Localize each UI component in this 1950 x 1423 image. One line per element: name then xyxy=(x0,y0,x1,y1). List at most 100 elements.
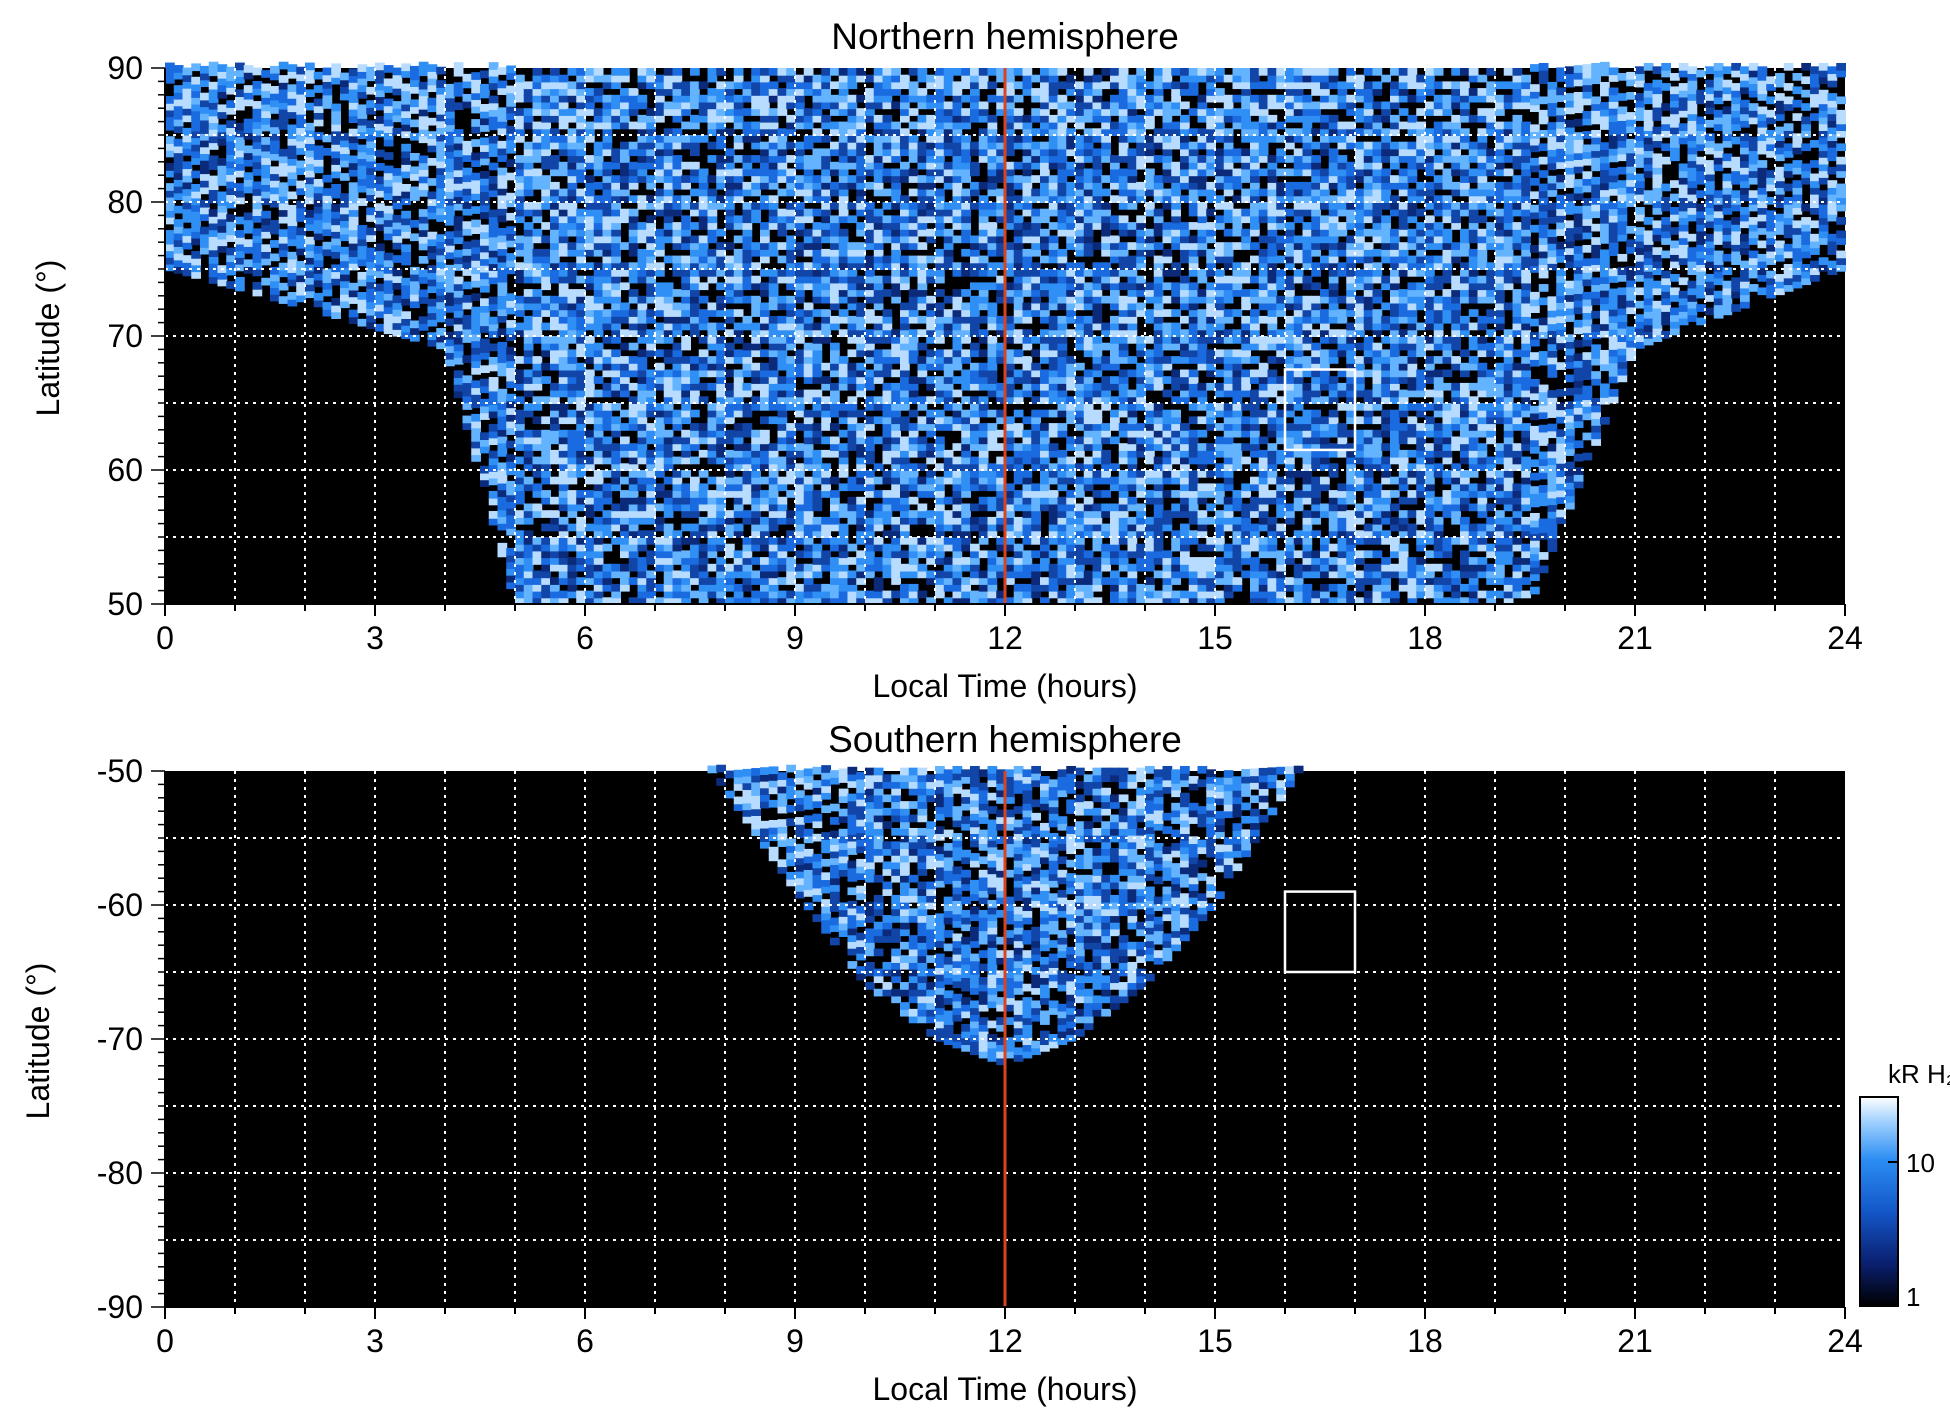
north-emission-cell xyxy=(795,503,805,512)
north-emission-cell xyxy=(620,282,630,291)
north-emission-cell xyxy=(576,490,586,498)
north-emission-cell xyxy=(812,242,823,250)
north-emission-cell xyxy=(935,121,945,130)
north-emission-cell xyxy=(235,250,245,258)
north-emission-cell xyxy=(768,222,779,230)
north-emission-cell xyxy=(663,74,674,83)
north-emission-cell xyxy=(821,121,831,130)
north-emission-cell xyxy=(1013,114,1024,123)
north-emission-cell xyxy=(471,92,481,100)
north-emission-cell xyxy=(987,590,998,599)
north-emission-cell xyxy=(926,543,936,552)
north-emission-cell xyxy=(532,456,543,465)
north-emission-cell xyxy=(585,161,595,170)
north-emission-cell xyxy=(821,81,831,90)
north-emission-cell xyxy=(567,510,578,518)
north-emission-cell xyxy=(917,329,928,337)
north-emission-cell xyxy=(576,543,586,552)
north-emission-cell xyxy=(812,403,823,411)
north-emission-cell xyxy=(558,289,569,297)
north-emission-cell xyxy=(602,570,613,579)
north-emission-cell xyxy=(182,261,193,270)
north-emission-cell xyxy=(497,87,508,95)
north-emission-cell xyxy=(410,99,420,108)
north-emission-cell xyxy=(690,262,700,270)
north-emission-cell xyxy=(611,181,621,190)
north-emission-cell xyxy=(366,287,376,296)
north-emission-cell xyxy=(795,175,805,183)
north-emission-cell xyxy=(593,161,604,170)
north-emission-cell xyxy=(418,296,429,304)
north-emission-cell xyxy=(952,114,963,123)
north-emission-cell xyxy=(681,309,691,317)
north-emission-cell xyxy=(550,228,560,237)
north-emission-cell xyxy=(655,302,665,311)
north-emission-cell xyxy=(760,597,770,605)
north-emission-cell xyxy=(768,181,779,190)
north-emission-cell xyxy=(821,94,831,103)
north-emission-cell xyxy=(1005,168,1015,177)
north-emission-cell xyxy=(926,155,936,163)
north-emission-cell xyxy=(506,480,516,489)
north-emission-cell xyxy=(611,282,621,291)
north-emission-cell xyxy=(1005,336,1015,344)
north-emission-cell xyxy=(462,402,473,410)
north-emission-cell xyxy=(698,550,709,559)
north-emission-cell xyxy=(515,577,525,585)
north-emission-cell xyxy=(742,550,753,559)
north-emission-cell xyxy=(777,396,788,404)
north-emission-cell xyxy=(515,476,525,485)
north-emission-cell xyxy=(943,88,954,96)
north-emission-cell xyxy=(602,490,613,498)
north-emission-cell xyxy=(690,456,700,465)
north-emission-cell xyxy=(716,242,726,250)
north-emission-cell xyxy=(1022,550,1033,559)
north-emission-cell xyxy=(908,396,919,404)
north-emission-cell xyxy=(331,157,341,165)
north-emission-cell xyxy=(296,120,306,129)
north-emission-cell xyxy=(436,180,446,189)
north-emission-cell xyxy=(445,204,455,213)
north-emission-cell xyxy=(576,376,586,384)
north-emission-cell xyxy=(348,101,359,110)
north-emission-cell xyxy=(532,215,543,224)
north-emission-cell xyxy=(952,222,963,230)
north-emission-cell xyxy=(558,74,569,83)
north-emission-cell xyxy=(506,239,516,248)
north-emission-cell xyxy=(331,143,341,152)
north-emission-cell xyxy=(593,329,604,337)
north-emission-cell xyxy=(541,376,551,384)
north-emission-cell xyxy=(576,557,586,565)
north-emission-cell xyxy=(296,267,306,276)
north-emission-cell xyxy=(742,235,753,244)
north-emission-cell xyxy=(698,483,709,492)
north-emission-cell xyxy=(882,382,893,391)
north-emission-cell xyxy=(821,470,831,478)
north-emission-cell xyxy=(952,570,963,579)
north-emission-cell xyxy=(812,155,823,163)
north-emission-cell xyxy=(996,396,1006,404)
north-emission-cell xyxy=(471,306,481,315)
north-emission-cell xyxy=(943,215,954,224)
north-emission-cell xyxy=(690,88,700,96)
north-emission-cell xyxy=(672,222,683,230)
north-emission-cell xyxy=(427,312,438,320)
north-emission-cell xyxy=(803,161,814,170)
north-emission-cell xyxy=(585,155,595,163)
north-emission-cell xyxy=(891,456,901,465)
north-emission-cell xyxy=(961,476,971,485)
north-emission-cell xyxy=(812,570,823,579)
north-emission-cell xyxy=(628,269,639,277)
north-emission-cell xyxy=(707,503,718,512)
north-emission-cell xyxy=(943,121,954,130)
north-emission-cell xyxy=(602,215,613,224)
north-emission-cell xyxy=(672,195,683,203)
north-emission-cell xyxy=(401,190,411,199)
north-emission-cell xyxy=(978,329,989,337)
north-emission-cell xyxy=(742,429,753,438)
north-emission-cell xyxy=(305,283,315,292)
north-emission-cell xyxy=(637,74,648,83)
north-emission-cell xyxy=(970,181,980,190)
north-emission-cell xyxy=(646,68,656,76)
north-emission-cell xyxy=(340,253,350,262)
